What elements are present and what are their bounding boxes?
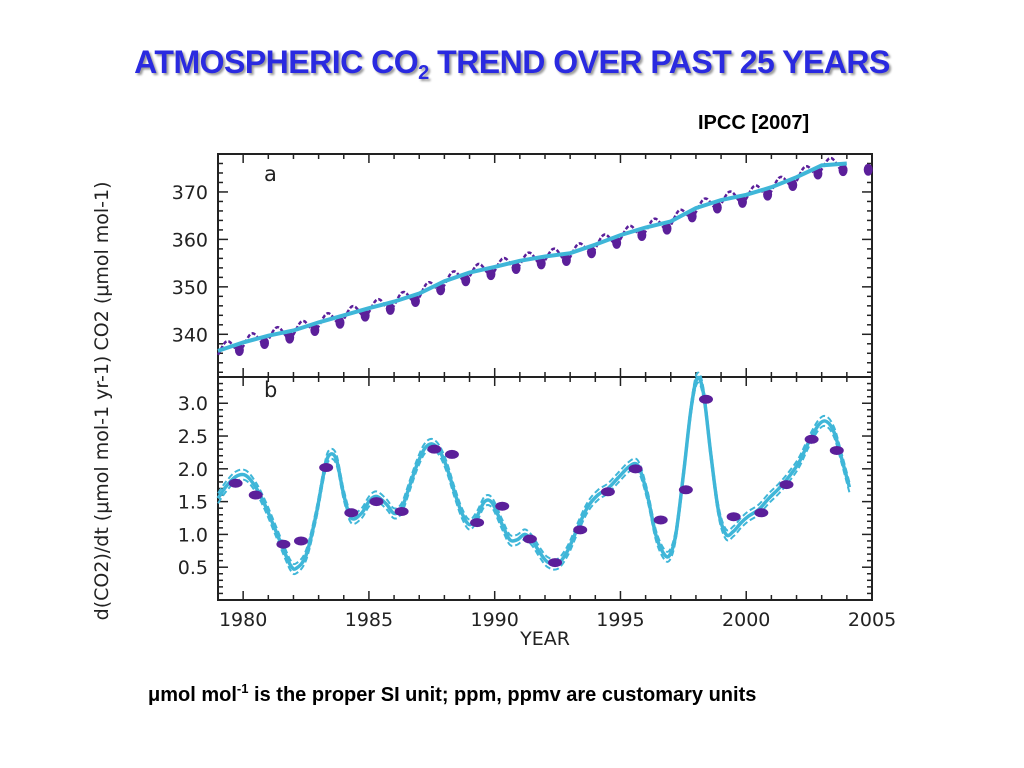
x-tick-label: 2000: [722, 609, 770, 631]
growth-rate-lower-bound: [217, 381, 851, 576]
title-subscript: 2: [418, 62, 429, 84]
y-tick-label: 360: [172, 229, 208, 251]
panel-b-y-axis-title: d(CO2)/dt (μmol mol-1 yr-1): [91, 356, 113, 621]
co2-observation-point: [637, 228, 647, 241]
growth-rate-upper-bound: [217, 371, 851, 566]
co2-observation-point: [260, 337, 270, 350]
panel-a-axes: 340 350 360 370: [172, 154, 873, 377]
annual-growth-point: [276, 539, 291, 549]
annual-growth-point: [600, 487, 615, 497]
panel-b-label: b: [264, 378, 277, 402]
co2-observation-point: [662, 222, 672, 235]
footnote-exponent: -1: [236, 681, 249, 696]
co2-observation-point: [461, 274, 471, 287]
annual-growth-point: [394, 506, 409, 516]
annual-growth-point: [573, 525, 588, 535]
x-tick-label: 1985: [345, 609, 393, 631]
annual-growth-point: [319, 463, 334, 473]
y-tick-label: 2.5: [178, 426, 208, 448]
y-tick-label: 2.0: [178, 459, 208, 481]
annual-growth-point: [495, 501, 510, 511]
y-tick-label: 3.0: [178, 393, 208, 415]
annual-growth-point: [228, 478, 243, 488]
co2-observation-point: [737, 195, 747, 208]
annual-growth-point: [444, 449, 459, 459]
annual-growth-point: [726, 512, 741, 522]
x-axis-title: YEAR: [519, 628, 570, 650]
co2-observation-point: [863, 163, 873, 176]
annual-growth-point: [829, 445, 844, 455]
unit-footnote: μmol mol-1 is the proper SI unit; ppm, p…: [148, 681, 757, 707]
y-tick-label: 370: [172, 182, 208, 204]
annual-growth-point: [754, 508, 769, 518]
annual-growth-point: [344, 508, 359, 518]
y-tick-label: 0.5: [178, 557, 208, 579]
x-tick-label: 1990: [471, 609, 519, 631]
y-tick-label: 1.0: [178, 524, 208, 546]
x-tick-label: 2005: [848, 609, 896, 631]
annual-growth-point: [522, 534, 537, 544]
annual-growth-point: [678, 485, 693, 495]
co2-observation-point: [788, 179, 798, 192]
co2-observation-point: [335, 316, 345, 329]
co2-observation-point: [612, 236, 622, 249]
co2-observation-point: [536, 257, 546, 270]
co2-observation-point: [587, 246, 597, 259]
co2-trend-line: [217, 161, 847, 353]
co2-observation-point: [234, 343, 244, 356]
title-main: ATMOSPHERIC CO: [134, 44, 419, 80]
annual-growth-point: [369, 497, 384, 507]
panel-a-series: [216, 156, 873, 356]
co2-observation-point: [486, 268, 496, 281]
co2-observation-point: [285, 331, 295, 344]
footnote-unit: mol mol: [160, 684, 237, 706]
panel-b-series: [216, 371, 852, 576]
annual-growth-point: [779, 480, 794, 490]
mu-symbol: μ: [148, 684, 161, 706]
annual-growth-point: [628, 464, 643, 474]
y-tick-label: 1.5: [178, 492, 208, 514]
annual-growth-point: [804, 434, 819, 444]
x-tick-label: 1980: [219, 609, 267, 631]
annual-growth-point: [294, 536, 309, 546]
panel-a-label: a: [264, 162, 277, 186]
annual-growth-point: [427, 444, 442, 454]
annual-growth-point: [653, 515, 668, 525]
co2-observation-point: [763, 188, 773, 201]
co2-observation-point: [360, 309, 370, 322]
annual-growth-point: [470, 518, 485, 528]
y-tick-label: 350: [172, 277, 208, 299]
co2-observation-point: [310, 323, 320, 336]
panel-a-y-axis-title: CO2 (μmol mol-1): [91, 181, 113, 350]
y-tick-label: 340: [172, 324, 208, 346]
co2-observation-point: [511, 261, 521, 274]
co2-observation-point: [561, 253, 571, 266]
co2-observation-point: [410, 295, 420, 308]
annual-growth-point: [248, 490, 263, 500]
panel-b-axes: 1980 1985 1990 1995 2000 2005 0.5 1.0 1.5 2.0 2.5 3…: [178, 377, 896, 631]
co2-observation-point: [385, 302, 395, 315]
co2-observation-point: [838, 164, 848, 177]
x-tick-label: 1995: [596, 609, 644, 631]
slide-title: ATMOSPHERIC CO2 TREND OVER PAST 25 YEARS: [0, 44, 1024, 84]
co2-observation-point: [813, 167, 823, 180]
footnote-text: is the proper SI unit; ppm, ppmv are cus…: [248, 684, 757, 706]
title-rest: TREND OVER PAST 25 YEARS: [428, 44, 890, 80]
source-citation: IPCC [2007]: [698, 112, 810, 134]
co2-observation-point: [712, 201, 722, 214]
annual-growth-point: [698, 394, 713, 404]
annual-growth-point: [548, 558, 563, 568]
